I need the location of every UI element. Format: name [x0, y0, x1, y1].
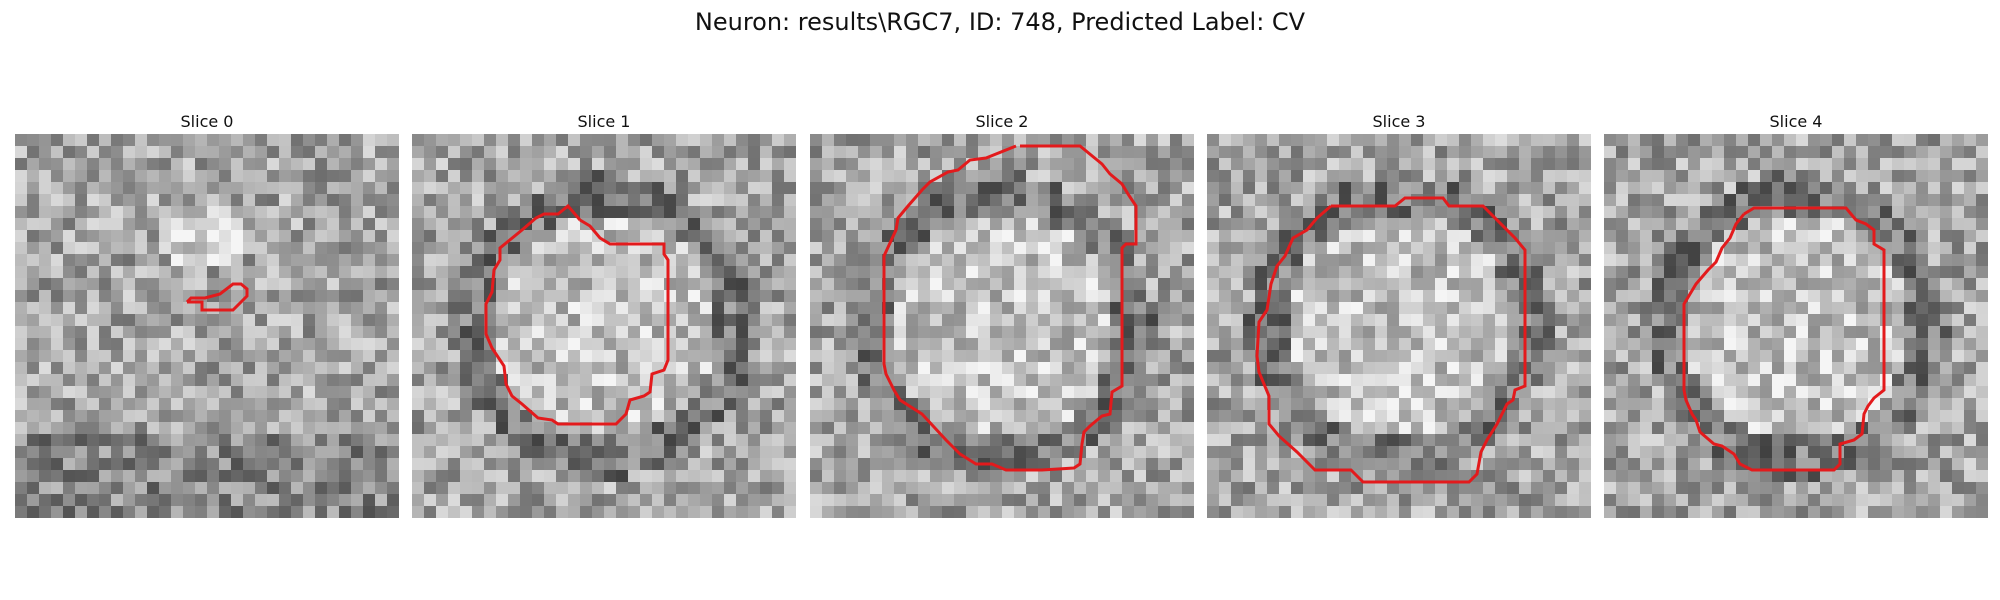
figure-title: Neuron: results\RGC7, ID: 748, Predicted… — [694, 8, 1306, 36]
slice-title-1: Slice 1 — [577, 112, 631, 131]
slice-title-4: Slice 4 — [1769, 112, 1823, 131]
slice-image-1 — [412, 134, 796, 518]
slice-image-0 — [15, 134, 399, 518]
slice-image-3 — [1207, 134, 1591, 518]
slice-title-3: Slice 3 — [1372, 112, 1426, 131]
slice-panel-0: Slice 0 — [15, 110, 399, 518]
slice-panel-3: Slice 3 — [1207, 110, 1591, 518]
slice-title-2: Slice 2 — [975, 112, 1029, 131]
slice-panel-2: Slice 2 — [810, 110, 1194, 518]
slice-title-0: Slice 0 — [180, 112, 234, 131]
slice-image-4 — [1604, 134, 1988, 518]
slice-panel-4: Slice 4 — [1604, 110, 1988, 518]
slice-image-2 — [810, 134, 1194, 518]
slice-panel-1: Slice 1 — [412, 110, 796, 518]
